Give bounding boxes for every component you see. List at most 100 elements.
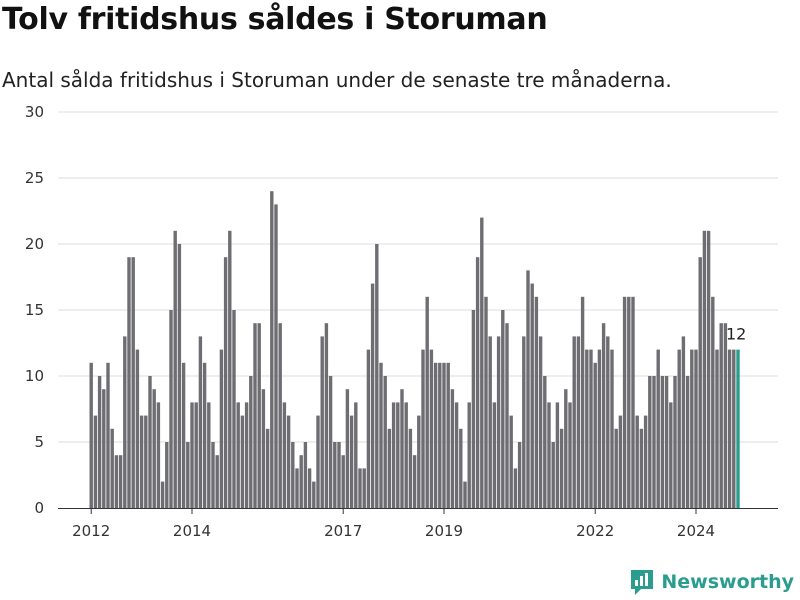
bar xyxy=(463,481,467,508)
bar xyxy=(261,389,266,508)
y-tick-labels: 0 5 10 15 20 25 30 xyxy=(25,103,44,517)
bar xyxy=(732,349,736,508)
bar xyxy=(223,257,228,508)
bar xyxy=(538,336,543,508)
bar xyxy=(253,323,257,508)
bar xyxy=(383,376,387,508)
bar xyxy=(337,442,341,508)
y-tick-label: 30 xyxy=(25,103,44,121)
x-tick-label: 2024 xyxy=(677,522,715,540)
bar xyxy=(715,349,719,508)
bar xyxy=(433,362,438,508)
bar xyxy=(186,442,190,508)
bar xyxy=(610,349,614,508)
bar xyxy=(391,402,396,508)
bar xyxy=(627,296,631,508)
bar xyxy=(664,376,669,508)
bar xyxy=(156,402,161,508)
bar xyxy=(408,428,413,508)
gridlines xyxy=(58,111,778,443)
bar xyxy=(303,442,308,508)
bar-latest xyxy=(736,349,740,508)
bar xyxy=(106,362,110,508)
bar xyxy=(286,415,291,508)
bar xyxy=(727,349,732,508)
bar xyxy=(652,376,656,508)
bar xyxy=(622,296,627,508)
bar xyxy=(152,389,156,508)
bar xyxy=(564,389,568,508)
bar xyxy=(127,257,131,508)
bar xyxy=(190,402,194,508)
bar xyxy=(673,376,677,508)
bar xyxy=(194,402,198,508)
chart-subtitle: Antal sålda fritidshus i Storuman under … xyxy=(2,68,672,92)
bar xyxy=(236,402,240,508)
bar xyxy=(496,336,501,508)
bar xyxy=(484,296,488,508)
bar xyxy=(723,323,728,508)
bar xyxy=(114,455,119,508)
y-tick-label: 10 xyxy=(25,367,44,385)
bar xyxy=(698,257,702,508)
bar xyxy=(568,402,572,508)
bar xyxy=(454,402,459,508)
bars xyxy=(89,191,740,509)
bar xyxy=(93,415,98,508)
bar xyxy=(282,402,287,508)
bar xyxy=(354,402,358,508)
bar xyxy=(685,376,690,508)
bar xyxy=(421,349,425,508)
bar xyxy=(160,481,165,508)
bar xyxy=(442,362,446,508)
latest-value-label: 12 xyxy=(726,325,746,344)
bar xyxy=(677,349,681,508)
bar xyxy=(467,402,471,508)
bar xyxy=(324,323,329,508)
bar xyxy=(475,257,480,508)
bar xyxy=(240,415,245,508)
bar xyxy=(173,230,177,509)
bar xyxy=(694,349,698,508)
newsworthy-logo[interactable]: Newsworthy xyxy=(629,568,794,596)
bar xyxy=(681,336,686,508)
bar xyxy=(274,204,278,508)
bar xyxy=(526,270,530,508)
bar xyxy=(559,428,564,508)
bar xyxy=(450,389,455,508)
bar xyxy=(215,455,219,508)
bar xyxy=(375,244,379,508)
bar xyxy=(606,336,610,508)
bar xyxy=(400,389,404,508)
bar xyxy=(249,376,253,508)
bar xyxy=(417,415,421,508)
bar xyxy=(219,349,224,508)
bar xyxy=(299,455,303,508)
bar xyxy=(669,402,673,508)
bar xyxy=(517,442,522,508)
bar xyxy=(316,415,320,508)
bar xyxy=(660,376,665,508)
bar xyxy=(639,428,644,508)
x-tick-label: 2017 xyxy=(324,522,362,540)
bar xyxy=(618,415,623,508)
bar xyxy=(198,336,203,508)
bar xyxy=(118,455,123,508)
x-axis: 2012 2014 2017 2019 2022 2024 xyxy=(58,508,778,540)
y-tick-label: 25 xyxy=(25,169,44,187)
bar xyxy=(228,230,232,509)
bar xyxy=(501,310,505,508)
x-tick-label: 2012 xyxy=(72,522,110,540)
brand-name: Newsworthy xyxy=(661,571,794,593)
bar xyxy=(89,362,93,508)
bar xyxy=(656,349,660,508)
bar xyxy=(706,230,711,509)
bar xyxy=(295,468,299,508)
x-tick-label: 2022 xyxy=(576,522,614,540)
bar xyxy=(576,336,581,508)
bar xyxy=(530,283,534,508)
bar xyxy=(480,217,484,508)
bar xyxy=(429,349,434,508)
bar xyxy=(211,442,215,508)
bar xyxy=(459,428,463,508)
